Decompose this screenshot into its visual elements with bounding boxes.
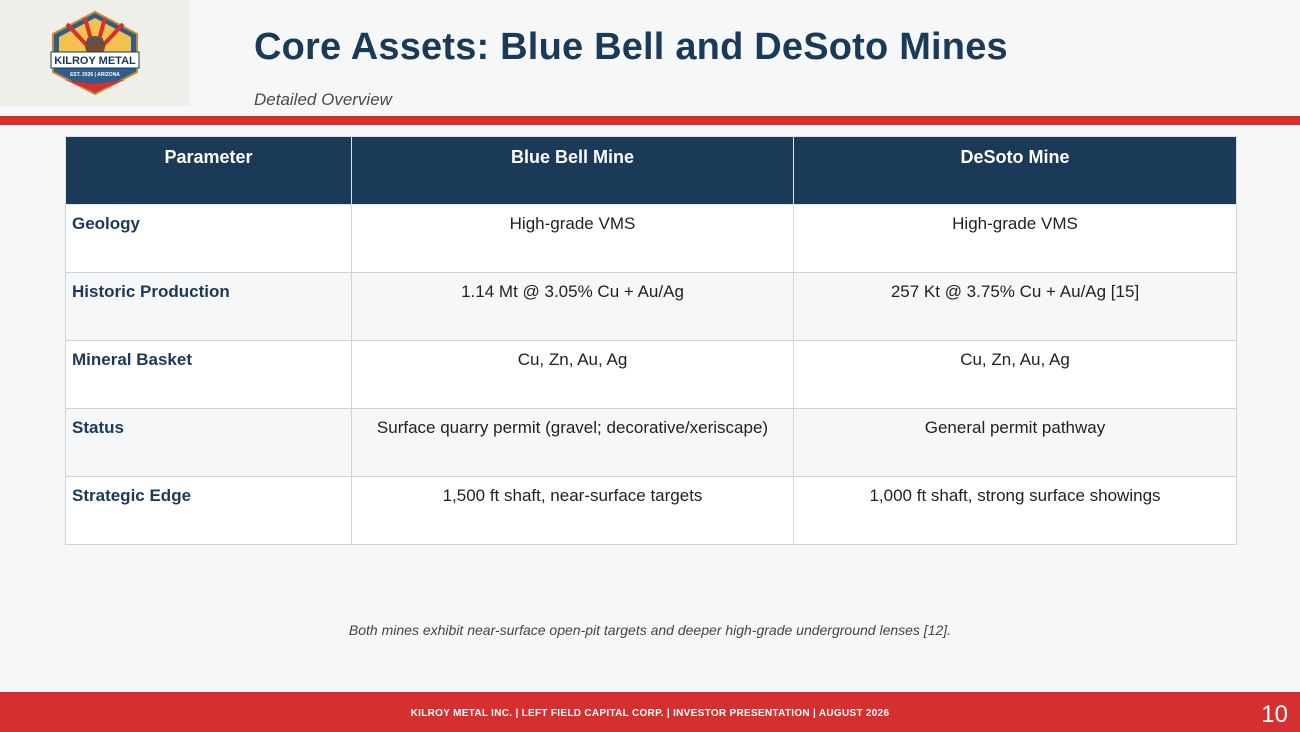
svg-text:EST. 2026 | ARIZONA: EST. 2026 | ARIZONA: [70, 72, 120, 78]
row-label: Mineral Basket: [65, 340, 352, 409]
desoto-cell: 257 Kt @ 3.75% Cu + Au/Ag [15]: [793, 272, 1237, 341]
column-header-desoto: DeSoto Mine: [793, 136, 1237, 205]
header-divider: [0, 116, 1300, 125]
blue-bell-cell: Surface quarry permit (gravel; decorativ…: [351, 408, 794, 477]
footer-text: KILROY METAL INC. | LEFT FIELD CAPITAL C…: [410, 708, 890, 719]
core-assets-table: Parameter Blue Bell Mine DeSoto Mine Geo…: [65, 136, 1237, 545]
blue-bell-cell: 1,500 ft shaft, near-surface targets: [351, 476, 794, 545]
table-header-row: Parameter Blue Bell Mine DeSoto Mine: [65, 136, 1237, 205]
footnote: Both mines exhibit near-surface open-pit…: [348, 622, 952, 638]
row-label: Status: [65, 408, 352, 477]
column-header-blue-bell: Blue Bell Mine: [351, 136, 794, 205]
blue-bell-cell: High-grade VMS: [351, 204, 794, 273]
company-logo: KILROY METAL EST. 2026 | ARIZONA: [0, 0, 190, 106]
page-number: 10: [1261, 701, 1288, 728]
page-subtitle: Detailed Overview: [254, 90, 392, 109]
row-label: Geology: [65, 204, 352, 273]
table-row: Geology High-grade VMS High-grade VMS: [65, 204, 1237, 273]
column-header-parameter: Parameter: [65, 136, 352, 205]
table-row: Status Surface quarry permit (gravel; de…: [65, 408, 1237, 477]
blue-bell-cell: 1.14 Mt @ 3.05% Cu + Au/Ag: [351, 272, 794, 341]
desoto-cell: Cu, Zn, Au, Ag: [793, 340, 1237, 409]
svg-text:KILROY METAL: KILROY METAL: [54, 55, 136, 67]
desoto-cell: High-grade VMS: [793, 204, 1237, 273]
footer-bar: KILROY METAL INC. | LEFT FIELD CAPITAL C…: [0, 692, 1300, 732]
desoto-cell: General permit pathway: [793, 408, 1237, 477]
table-row: Strategic Edge 1,500 ft shaft, near-surf…: [65, 476, 1237, 545]
table-row: Mineral Basket Cu, Zn, Au, Ag Cu, Zn, Au…: [65, 340, 1237, 409]
desoto-cell: 1,000 ft shaft, strong surface showings: [793, 476, 1237, 545]
table-row: Historic Production 1.14 Mt @ 3.05% Cu +…: [65, 272, 1237, 341]
page-title: Core Assets: Blue Bell and DeSoto Mines: [254, 26, 1008, 68]
kilroy-metal-logo-icon: KILROY METAL EST. 2026 | ARIZONA: [50, 10, 140, 96]
row-label: Strategic Edge: [65, 476, 352, 545]
blue-bell-cell: Cu, Zn, Au, Ag: [351, 340, 794, 409]
row-label: Historic Production: [65, 272, 352, 341]
